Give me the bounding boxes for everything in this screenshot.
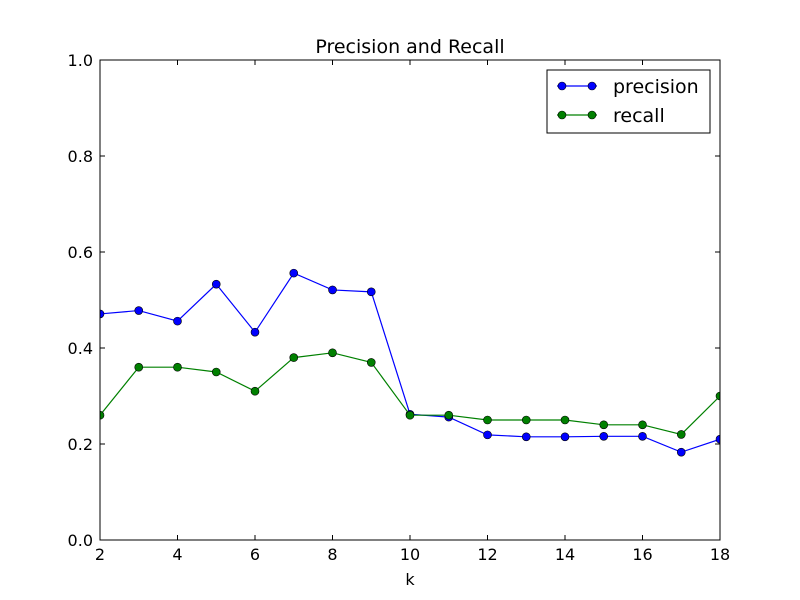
recall-point [366,358,376,367]
y-tick-label: 0.8 [68,147,93,166]
recall-point [676,430,686,439]
legend-label-recall: recall [613,105,665,127]
recall-point [715,391,720,401]
precision-point [483,430,492,440]
precision-point [100,309,105,319]
recall-point [444,410,454,420]
axis-ticks: 2 4 6 8 10 12 14 16 18 0.0 0.2 0.4 0.6 0.8 1.0 [68,51,731,564]
precision-point [715,434,720,444]
recall-point [638,420,647,430]
x-tick-label: 8 [327,545,337,564]
recall-line [100,352,720,436]
precision-point [328,285,337,295]
recall-point [173,362,182,372]
precision-point [250,327,260,337]
plot-area [100,268,720,457]
precision-point [173,316,182,326]
recall-point [405,410,415,420]
legend-label-precision: precision [613,76,699,98]
recall-point [560,415,570,425]
legend: precision recall [546,69,711,134]
x-tick-label: 2 [95,545,105,564]
chart-title: Precision and Recall [315,36,504,58]
y-tick-label: 0.6 [68,243,93,262]
x-axis-label: k [405,570,415,589]
legend-marker-precision [557,81,567,91]
y-tick-label: 0.4 [68,339,93,358]
x-tick-label: 14 [555,545,575,564]
x-tick-label: 18 [710,545,730,564]
precision-point [599,432,609,441]
y-tick-label: 0.2 [68,435,93,454]
recall-point [328,348,337,358]
precision-point [560,432,570,442]
recall-point [250,386,260,396]
recall-point [289,353,299,362]
precision-point [289,268,299,278]
recall-point [521,415,531,425]
y-tick-label: 0.0 [68,531,93,550]
recall-point [483,415,492,425]
recall-point [211,367,221,377]
recall-point [100,410,105,420]
x-tick-label: 6 [250,545,260,564]
precision-point [521,432,531,442]
legend-box [546,69,711,134]
y-tick-label: 1.0 [68,51,93,70]
x-tick-label: 16 [632,545,652,564]
legend-marker-precision [587,81,597,91]
recall-point [134,362,144,372]
x-tick-label: 4 [172,545,182,564]
x-tick-label: 12 [477,545,497,564]
precision-point [366,287,376,297]
precision-point [134,306,144,315]
precision-point [638,432,647,441]
legend-marker-recall [587,110,597,120]
x-tick-label: 10 [400,545,420,564]
legend-marker-recall [557,110,567,120]
precision-point [676,447,686,457]
recall-point [599,420,609,430]
precision-point [211,279,221,289]
